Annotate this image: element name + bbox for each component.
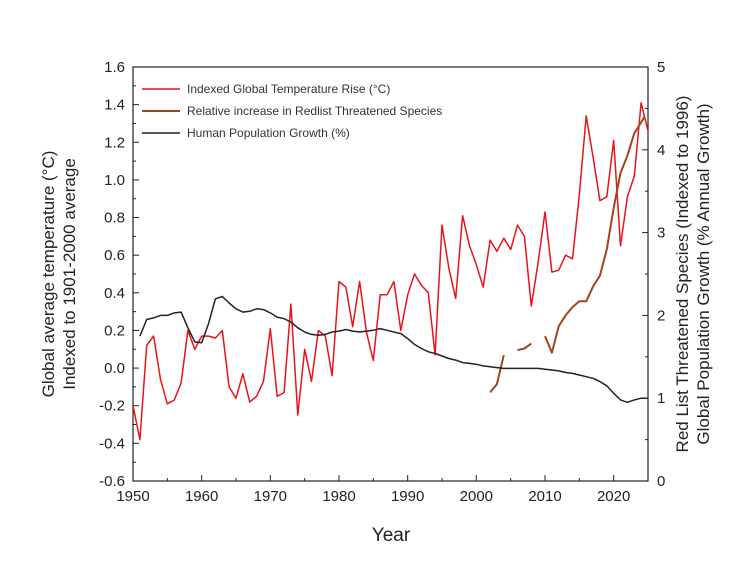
y-left-tick-label: 1.0 [104,172,125,189]
legend-label-population: Human Population Growth (%) [187,126,350,140]
y-right-tick-label: 0 [657,473,665,490]
y-left-tick-label: 0.0 [104,360,125,377]
y-right-tick-label: 5 [657,59,665,76]
x-tick-label: 1970 [254,488,287,505]
x-tick-label: 1980 [322,488,355,505]
y-right-tick-label: 4 [657,142,665,159]
x-tick-label: 1950 [116,488,149,505]
y-left-tick-label: 0.4 [104,285,125,302]
y-left-tick-label: 0.2 [104,322,125,339]
y-left-tick-label: 1.2 [104,134,125,151]
y-right-label-line2: Global Population Growth (% Annual Growt… [694,103,713,444]
y-left-label-line2: Indexed to 1901-2000 average [60,158,79,390]
x-tick-label: 2010 [528,488,561,505]
y-left-tick-label: -0.6 [99,473,125,490]
y-left-tick-label: 0.6 [104,247,125,264]
x-tick-label: 1990 [391,488,424,505]
legend-label-redlist: Relative increase in Redlist Threatened … [187,104,442,118]
population-line [139,295,648,404]
series-lines [132,102,649,441]
x-axis-label: Year [372,525,411,546]
y-right-tick-label: 1 [657,390,665,407]
y-left-tick-label: 0.8 [104,210,125,227]
x-tick-label: 2000 [460,488,493,505]
y-left-tick-label: 1.6 [104,59,125,76]
x-tick-label: 1960 [185,488,218,505]
temperature-line [132,102,649,441]
redlist-line [489,116,646,394]
axes: 1950 1960 1970 1980 1990 2000 2010 2020 -0.6 -0.4… [99,59,665,505]
x-tick-label: 2020 [597,488,630,505]
y-left-tick-label: -0.2 [99,398,125,415]
y-left-tick-label: -0.4 [99,435,125,452]
y-right-tick-label: 3 [657,225,665,242]
legend-label-temperature: Indexed Global Temperature Rise (°C) [187,82,390,96]
y-left-tick-label: 1.4 [104,97,125,114]
y-left-label-line1: Global average temperature (°C) [39,151,58,398]
y-right-label-line1: Red List Threatened Species (Indexed to … [673,96,692,453]
y-right-tick-label: 2 [657,307,665,324]
legend: Indexed Global Temperature Rise (°C) Rel… [142,82,442,140]
